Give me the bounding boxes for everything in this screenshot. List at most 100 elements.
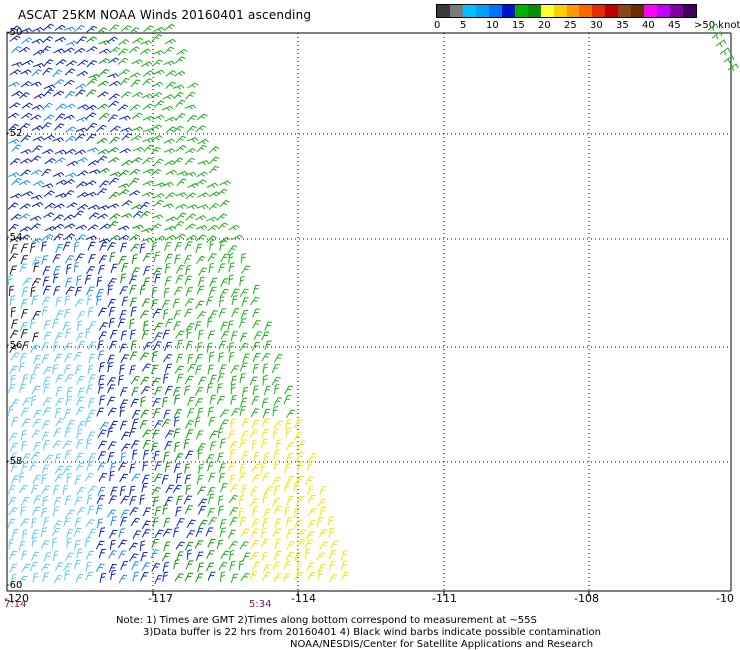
wind-barb [164, 430, 175, 439]
wind-barb [75, 439, 84, 449]
wind-barb [65, 509, 75, 518]
wind-barb [187, 82, 199, 89]
wind-barb [128, 542, 139, 551]
wind-barb [106, 376, 117, 386]
wind-barb [207, 406, 214, 418]
wind-barb [253, 451, 260, 462]
legend-swatch [501, 5, 515, 17]
wind-barb [230, 407, 241, 417]
wind-barb [219, 571, 226, 582]
wind-barb [131, 473, 141, 482]
wind-barb [42, 407, 52, 416]
wind-barb [164, 241, 172, 252]
wind-barb [22, 59, 34, 66]
wind-barb [31, 237, 43, 243]
wind-barb [328, 549, 337, 560]
wind-barb [76, 116, 88, 123]
wind-barb [52, 214, 64, 222]
wind-barb [230, 331, 238, 341]
wind-barb [262, 517, 269, 529]
wind-barb [130, 134, 142, 141]
wind-barb [285, 441, 295, 451]
legend-tick-label: 40 [642, 20, 655, 31]
wind-barb [205, 562, 215, 572]
wind-barb [74, 517, 82, 528]
wind-barb [141, 528, 151, 538]
wind-barb [341, 571, 350, 581]
wind-barb [151, 214, 164, 220]
wind-barb [142, 429, 152, 438]
wind-barb [33, 442, 41, 452]
wind-barb [143, 266, 151, 276]
wind-barb [33, 93, 46, 99]
wind-barb [154, 100, 165, 108]
wind-barb [19, 263, 28, 273]
wind-barb [153, 450, 160, 461]
wind-barb [9, 295, 16, 306]
legend-swatch [631, 5, 645, 17]
wind-barb [285, 427, 292, 438]
wind-barb [173, 321, 181, 331]
wind-barb [10, 452, 17, 463]
wind-barb [151, 351, 159, 362]
wind-barb [295, 475, 304, 485]
wind-barb [271, 376, 281, 386]
wind-barb [117, 318, 126, 328]
wind-barb [97, 340, 104, 351]
wind-barb [20, 321, 29, 331]
wind-barb [217, 452, 224, 463]
wind-barb [86, 265, 96, 275]
wind-barb [165, 484, 175, 494]
wind-barb [96, 495, 105, 504]
wind-barb [253, 331, 263, 340]
wind-barb [142, 168, 155, 175]
wind-barb [251, 474, 261, 483]
wind-barb [141, 363, 152, 372]
wind-barb [74, 496, 83, 506]
wind-barb [96, 155, 108, 163]
wind-barb [241, 297, 249, 307]
wind-barb [208, 191, 221, 198]
wind-barb [107, 277, 117, 287]
wind-barb [229, 560, 236, 571]
wind-barb [195, 214, 207, 221]
wind-barb [262, 408, 271, 419]
wind-barb [175, 541, 185, 550]
wind-barb [231, 295, 238, 306]
wind-barb [43, 212, 55, 218]
wind-barb [272, 428, 279, 439]
wind-barb [329, 540, 339, 550]
wind-barb [32, 332, 39, 343]
wind-barb [53, 428, 62, 438]
wind-barb [251, 396, 260, 406]
wind-barb [131, 267, 140, 277]
wind-barb [118, 374, 124, 386]
wind-barb [195, 354, 203, 364]
wind-barb [286, 516, 293, 527]
wind-barb [153, 199, 164, 207]
wind-barb [41, 183, 54, 189]
wind-barb [19, 226, 31, 233]
wind-barb [44, 157, 56, 165]
wind-barb [73, 351, 83, 361]
wind-barb [63, 214, 75, 221]
wind-barb [20, 80, 32, 88]
wind-barb [218, 340, 227, 350]
wind-barb [317, 564, 326, 573]
wind-barb [109, 420, 118, 430]
wind-barb [131, 112, 143, 120]
wind-barb [208, 416, 216, 427]
wind-barb [8, 138, 20, 145]
wind-barb [218, 561, 228, 571]
wind-barb [185, 450, 194, 460]
wind-barb [55, 113, 66, 122]
lon-label-114: -114 [291, 592, 316, 605]
wind-barb [87, 204, 100, 210]
wind-barb [173, 409, 182, 419]
wind-barb [85, 561, 92, 572]
wind-barb [196, 144, 207, 153]
wind-barb [164, 116, 177, 122]
wind-barb [206, 550, 215, 559]
wind-barb [141, 93, 154, 99]
wind-barb [108, 340, 117, 350]
